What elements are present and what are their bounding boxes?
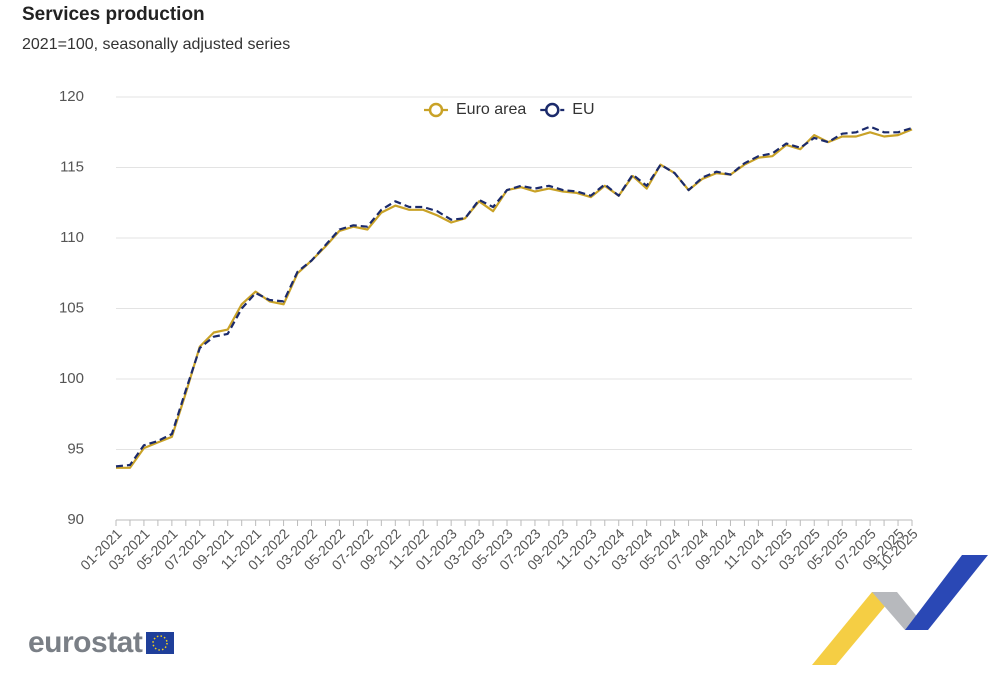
logo-flag bbox=[146, 632, 174, 654]
logo-text: eurostat bbox=[28, 626, 143, 659]
y-tick-label: 105 bbox=[59, 299, 84, 316]
legend-swatch-marker bbox=[545, 102, 560, 118]
y-tick-label: 100 bbox=[59, 370, 84, 387]
legend: Euro area EU bbox=[424, 101, 595, 118]
chart-title: Services production bbox=[22, 4, 205, 25]
chart-subtitle: 2021=100, seasonally adjusted series bbox=[22, 36, 290, 53]
y-tick-label: 95 bbox=[67, 440, 84, 457]
y-tick-label: 115 bbox=[60, 158, 84, 175]
legend-label[interactable]: EU bbox=[572, 101, 594, 118]
legend-label[interactable]: Euro area bbox=[456, 101, 526, 118]
ribbon-gold bbox=[812, 592, 897, 665]
y-tick-label: 90 bbox=[67, 511, 84, 528]
y-tick-label: 110 bbox=[60, 229, 84, 246]
logo-stars bbox=[152, 635, 168, 651]
branding: eurostat bbox=[28, 555, 988, 665]
legend-swatch-marker bbox=[428, 102, 444, 118]
ribbon-blue bbox=[905, 555, 988, 630]
series-line bbox=[115, 125, 913, 468]
series-line bbox=[116, 128, 913, 469]
y-tick-label: 120 bbox=[59, 88, 84, 105]
